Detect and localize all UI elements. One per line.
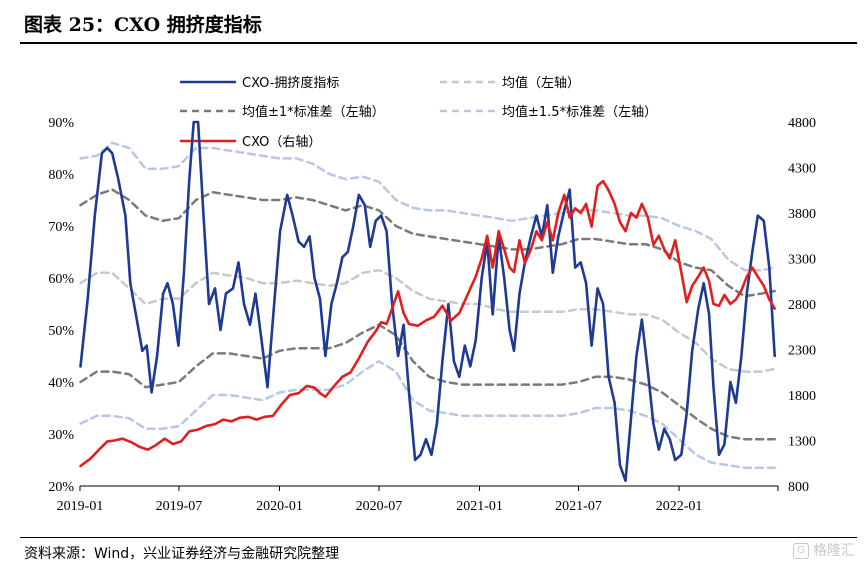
- series-line-band: [79, 359, 776, 470]
- y-left-tick-label: 80%: [48, 168, 74, 183]
- x-tick-label: 2021-01: [456, 499, 503, 514]
- legend-label: 均值±1*标准差（左轴）: [242, 104, 385, 120]
- page-title: 图表 25：CXO 拥挤度指标: [24, 14, 262, 36]
- y-right-tick-label: 800: [788, 480, 809, 495]
- legend-label: CXO（右轴）: [242, 135, 321, 150]
- legend-label: 均值（左轴）: [502, 75, 580, 91]
- watermark-logo-icon: G: [793, 543, 809, 559]
- series-line-crowding: [79, 120, 776, 483]
- y-right-tick-label: 4300: [788, 162, 816, 177]
- series-line-band: [79, 141, 776, 272]
- chart-lines: [79, 120, 776, 483]
- bottom-rule: [20, 537, 857, 538]
- x-tick-label: 2020-01: [256, 499, 303, 514]
- series-line-band: [79, 323, 776, 441]
- y-right-tick-label: 3300: [788, 253, 816, 268]
- legend-label: 均值±1.5*标准差（左轴）: [502, 104, 657, 120]
- y-left-tick-label: 30%: [48, 428, 74, 443]
- series-line-band: [79, 268, 776, 373]
- y-left-tick-label: 20%: [48, 480, 74, 495]
- watermark: G 格隆汇: [793, 540, 855, 560]
- y-left-tick-label: 70%: [48, 220, 74, 235]
- y-right-tick-label: 3800: [788, 207, 816, 222]
- title-rule: [20, 42, 857, 44]
- series-line-cxo: [79, 179, 776, 468]
- y-right-tick-label: 1300: [788, 435, 816, 450]
- series-line-band: [79, 188, 776, 298]
- y-right-tick-label: 2800: [788, 298, 816, 313]
- y-left-tick-label: 60%: [48, 272, 74, 287]
- x-tick-label: 2022-01: [656, 499, 703, 514]
- x-tick-label: 2019-01: [57, 499, 104, 514]
- source-note: 资料来源：Wind，兴业证券经济与金融研究院整理: [24, 546, 340, 562]
- y-left-tick-label: 40%: [48, 376, 74, 391]
- y-right-tick-label: 4800: [788, 116, 816, 131]
- x-tick-label: 2019-07: [156, 499, 203, 514]
- y-right-tick-label: 1800: [788, 389, 816, 404]
- y-left-tick-label: 90%: [48, 116, 74, 131]
- chart-legend: CXO-拥挤度指标 均值（左轴） 均值±1*标准差（左轴） 均值±1.5*标准差（左轴…: [180, 75, 657, 150]
- chart-axes: 20% 30% 40% 50% 60% 70% 80% 90% 800 1300 1800 2300 2…: [48, 116, 816, 514]
- watermark-text: 格隆汇: [813, 543, 855, 559]
- legend-label: CXO-拥挤度指标: [242, 75, 339, 91]
- y-right-tick-label: 2300: [788, 344, 816, 359]
- x-tick-label: 2021-07: [555, 499, 602, 514]
- x-tick-label: 2020-07: [356, 499, 403, 514]
- y-left-tick-label: 50%: [48, 324, 74, 339]
